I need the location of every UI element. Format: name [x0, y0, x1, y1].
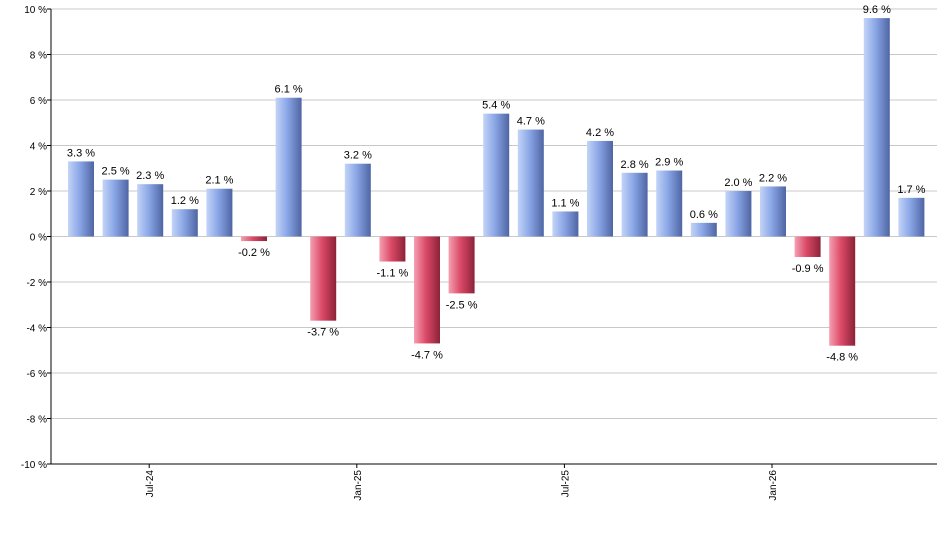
- y-tick-label: 2 %: [30, 187, 47, 198]
- bar-value-label: -4.7 %: [411, 349, 443, 361]
- bar: [483, 113, 510, 237]
- bar: [760, 186, 786, 237]
- bar-value-label: -1.1 %: [377, 268, 409, 280]
- bar: [241, 236, 267, 242]
- y-tick-label: 6 %: [30, 96, 47, 107]
- bar: [206, 188, 233, 237]
- data-labels: 3.3 % 2.5 % 2.3 % 1.2 % 2.1 % -0.2 % 6.1 % -3.7…: [67, 4, 926, 364]
- bar: [898, 197, 925, 237]
- bar: [137, 184, 164, 237]
- bar-value-label: 2.8 %: [621, 159, 649, 171]
- bar-value-label: 2.5 %: [102, 166, 130, 178]
- bar-value-label: 1.1 %: [551, 197, 579, 209]
- bar-value-label: 5.4 %: [482, 100, 510, 112]
- bar: [68, 161, 94, 237]
- bar-value-label: 1.7 %: [897, 184, 925, 196]
- bar: [863, 18, 890, 237]
- bars: [68, 18, 925, 346]
- bar: [517, 129, 544, 237]
- bar: [448, 236, 475, 294]
- bar-value-label: 1.2 %: [171, 195, 199, 207]
- y-tick-label: -2 %: [26, 278, 47, 289]
- bar: [310, 236, 337, 321]
- bar: [552, 211, 579, 237]
- y-tick-label: 8 %: [30, 51, 47, 62]
- bar-value-label: -0.9 %: [792, 263, 824, 275]
- bar-value-label: -4.8 %: [826, 352, 858, 364]
- y-tick-label: -6 %: [26, 369, 47, 380]
- bar-value-label: 2.9 %: [655, 157, 683, 169]
- y-tick-label: 10 %: [24, 5, 47, 16]
- bar-value-label: 4.7 %: [517, 116, 545, 128]
- x-tick-label: Jan-25: [353, 470, 364, 501]
- bar-value-label: -3.7 %: [307, 327, 339, 339]
- y-tick-label: -8 %: [26, 415, 47, 426]
- bar-value-label: -2.5 %: [446, 299, 478, 311]
- y-tick-label: -4 %: [26, 324, 47, 335]
- bar-value-label: 9.6 %: [863, 4, 891, 16]
- axes: 10 % 8 % 6 % 4 % 2 % 0 % -2 % -4 % -6 % -8 % -10 %…: [21, 5, 937, 501]
- bar-value-label: 2.1 %: [205, 175, 233, 187]
- bar-value-label: 2.3 %: [136, 170, 164, 182]
- x-tick-label: Jul-24: [145, 470, 156, 498]
- bar: [171, 209, 198, 237]
- bar: [829, 236, 856, 346]
- y-tick-label: -10 %: [21, 460, 47, 471]
- bar: [725, 191, 752, 237]
- bar: [690, 222, 717, 237]
- bar-value-label: 3.3 %: [67, 147, 95, 159]
- bar-value-label: 3.2 %: [344, 150, 372, 162]
- bar: [621, 172, 648, 237]
- y-tick-label: 0 %: [30, 233, 47, 244]
- bar-value-label: -0.2 %: [238, 247, 270, 259]
- bar: [275, 97, 302, 237]
- x-tick-label: Jan-26: [768, 470, 779, 501]
- bar-value-label: 2.2 %: [759, 172, 787, 184]
- bar: [414, 236, 440, 344]
- y-tick-label: 4 %: [30, 142, 47, 153]
- bar: [656, 170, 683, 237]
- x-tick-label: Jul-25: [560, 470, 571, 498]
- bar: [344, 163, 371, 237]
- bar-value-label: 2.0 %: [724, 177, 752, 189]
- bar: [587, 140, 613, 237]
- bar: [794, 236, 821, 257]
- bar-value-label: 0.6 %: [690, 209, 718, 221]
- bar: [379, 236, 406, 262]
- bar-value-label: 6.1 %: [275, 84, 303, 96]
- bar: [102, 179, 129, 237]
- bar-value-label: 4.2 %: [586, 127, 614, 139]
